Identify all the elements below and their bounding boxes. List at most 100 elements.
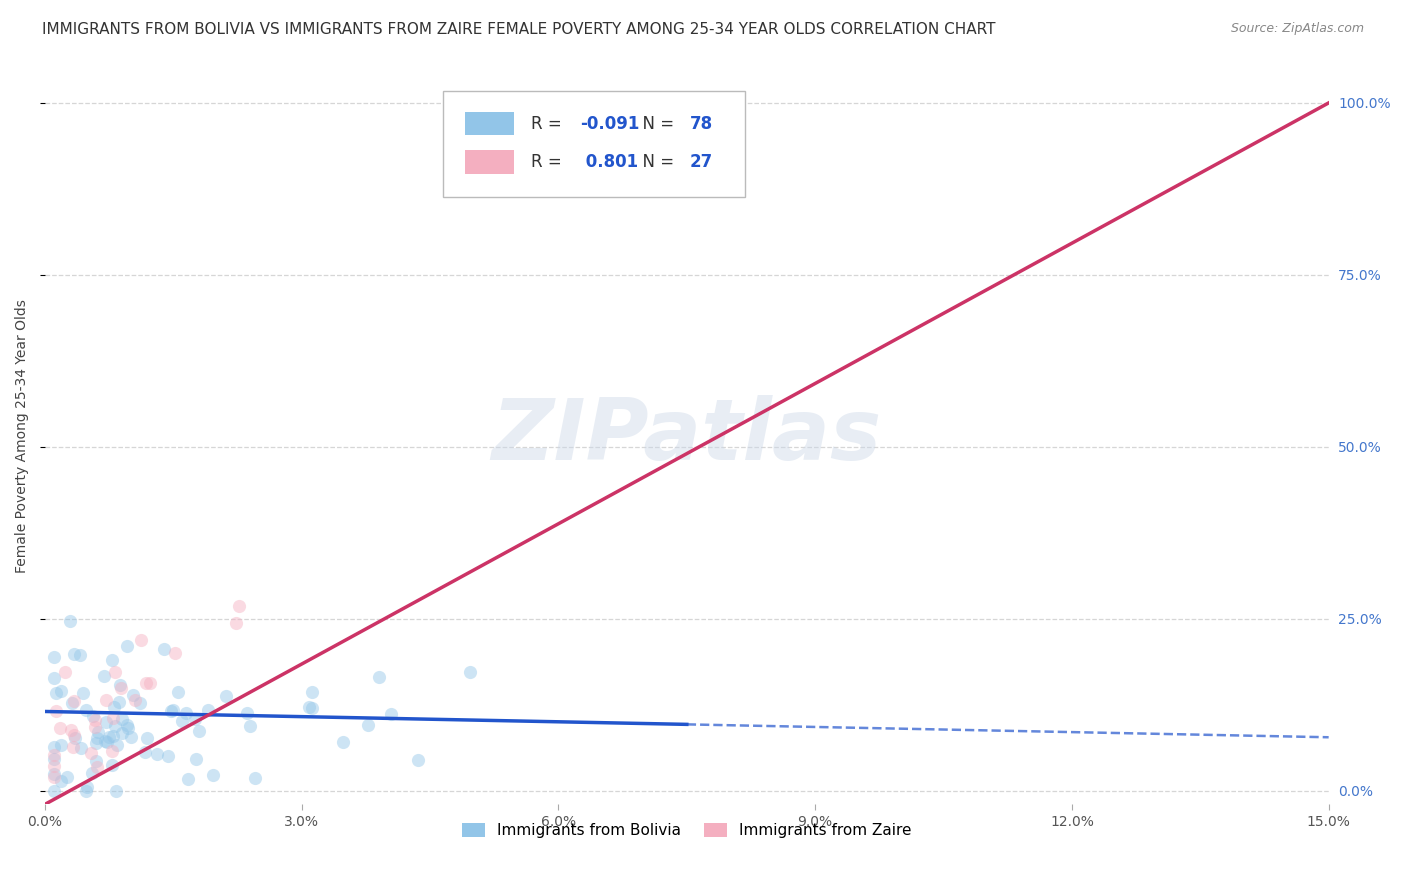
Point bbox=[153, 642, 176, 657]
Text: 0.801: 0.801 bbox=[581, 153, 638, 171]
Point bbox=[101, 757, 124, 772]
Point bbox=[80, 746, 103, 760]
Point bbox=[104, 719, 127, 733]
Point bbox=[72, 686, 94, 700]
Point bbox=[103, 710, 125, 724]
Point bbox=[505, 130, 527, 145]
Point bbox=[82, 708, 104, 723]
Point bbox=[117, 718, 139, 732]
Point bbox=[105, 738, 128, 752]
Point bbox=[51, 738, 73, 752]
Text: R =: R = bbox=[531, 153, 568, 171]
Point bbox=[48, 721, 70, 735]
Point bbox=[176, 706, 198, 721]
Point bbox=[177, 772, 200, 787]
Point bbox=[184, 752, 207, 766]
Point bbox=[160, 704, 183, 718]
Point bbox=[96, 735, 118, 749]
Text: Source: ZipAtlas.com: Source: ZipAtlas.com bbox=[1230, 22, 1364, 36]
Point bbox=[103, 700, 125, 714]
Point bbox=[56, 770, 79, 784]
Point bbox=[301, 700, 323, 714]
Point bbox=[42, 783, 65, 797]
Point bbox=[53, 665, 76, 680]
Point bbox=[63, 731, 86, 745]
Point bbox=[59, 614, 82, 628]
Point bbox=[69, 648, 91, 663]
Point bbox=[131, 633, 153, 648]
Text: N =: N = bbox=[631, 115, 679, 133]
Point bbox=[42, 650, 65, 665]
Point bbox=[297, 699, 319, 714]
Point bbox=[60, 696, 83, 710]
Point bbox=[332, 735, 354, 749]
Point bbox=[105, 783, 128, 797]
Point bbox=[86, 759, 108, 773]
Point bbox=[42, 747, 65, 762]
Point bbox=[166, 684, 188, 698]
Text: 27: 27 bbox=[689, 153, 713, 171]
Point bbox=[80, 765, 103, 780]
Point bbox=[162, 703, 184, 717]
Point bbox=[156, 749, 179, 764]
Point bbox=[367, 670, 389, 684]
Point bbox=[96, 692, 118, 706]
Point bbox=[83, 714, 105, 728]
Point bbox=[42, 740, 65, 755]
FancyBboxPatch shape bbox=[443, 91, 745, 197]
Point bbox=[108, 695, 131, 709]
Point bbox=[458, 665, 481, 680]
Point bbox=[172, 714, 194, 728]
Point bbox=[111, 712, 134, 726]
Point bbox=[70, 740, 93, 755]
Point bbox=[215, 689, 238, 703]
Y-axis label: Female Poverty Among 25-34 Year Olds: Female Poverty Among 25-34 Year Olds bbox=[15, 300, 30, 574]
Point bbox=[108, 678, 131, 692]
Point bbox=[94, 715, 117, 730]
Point bbox=[101, 744, 124, 758]
Point bbox=[357, 718, 380, 732]
Point bbox=[243, 771, 266, 785]
Point bbox=[75, 703, 97, 717]
Point bbox=[62, 739, 84, 754]
Point bbox=[134, 746, 156, 760]
Point bbox=[103, 730, 125, 744]
Point bbox=[93, 669, 115, 683]
Legend: Immigrants from Bolivia, Immigrants from Zaire: Immigrants from Bolivia, Immigrants from… bbox=[456, 817, 918, 845]
Point bbox=[42, 759, 65, 773]
Point bbox=[87, 724, 110, 739]
Point bbox=[49, 684, 72, 698]
Text: IMMIGRANTS FROM BOLIVIA VS IMMIGRANTS FROM ZAIRE FEMALE POVERTY AMONG 25-34 YEAR: IMMIGRANTS FROM BOLIVIA VS IMMIGRANTS FR… bbox=[42, 22, 995, 37]
Text: R =: R = bbox=[531, 115, 568, 133]
Point bbox=[380, 706, 402, 721]
Point bbox=[128, 696, 150, 710]
Point bbox=[63, 694, 86, 708]
Text: 78: 78 bbox=[689, 115, 713, 133]
Point bbox=[146, 747, 169, 762]
Point bbox=[104, 665, 127, 679]
Point bbox=[139, 675, 162, 690]
FancyBboxPatch shape bbox=[465, 112, 513, 136]
Point bbox=[202, 767, 225, 781]
Point bbox=[301, 685, 323, 699]
Point bbox=[101, 653, 124, 667]
Point bbox=[225, 615, 247, 630]
FancyBboxPatch shape bbox=[465, 150, 513, 174]
Point bbox=[86, 731, 108, 746]
Text: -0.091: -0.091 bbox=[581, 115, 640, 133]
Text: N =: N = bbox=[631, 153, 679, 171]
Point bbox=[124, 692, 146, 706]
Point bbox=[59, 723, 82, 738]
Point bbox=[136, 731, 159, 746]
Point bbox=[86, 736, 108, 750]
Point bbox=[83, 720, 105, 734]
Point bbox=[42, 767, 65, 781]
Point bbox=[76, 780, 98, 794]
Text: ZIPatlas: ZIPatlas bbox=[492, 395, 882, 478]
Point bbox=[62, 728, 84, 742]
Point bbox=[75, 783, 97, 797]
Point bbox=[45, 704, 67, 718]
Point bbox=[122, 688, 145, 702]
Point bbox=[239, 718, 262, 732]
Point bbox=[188, 723, 211, 738]
